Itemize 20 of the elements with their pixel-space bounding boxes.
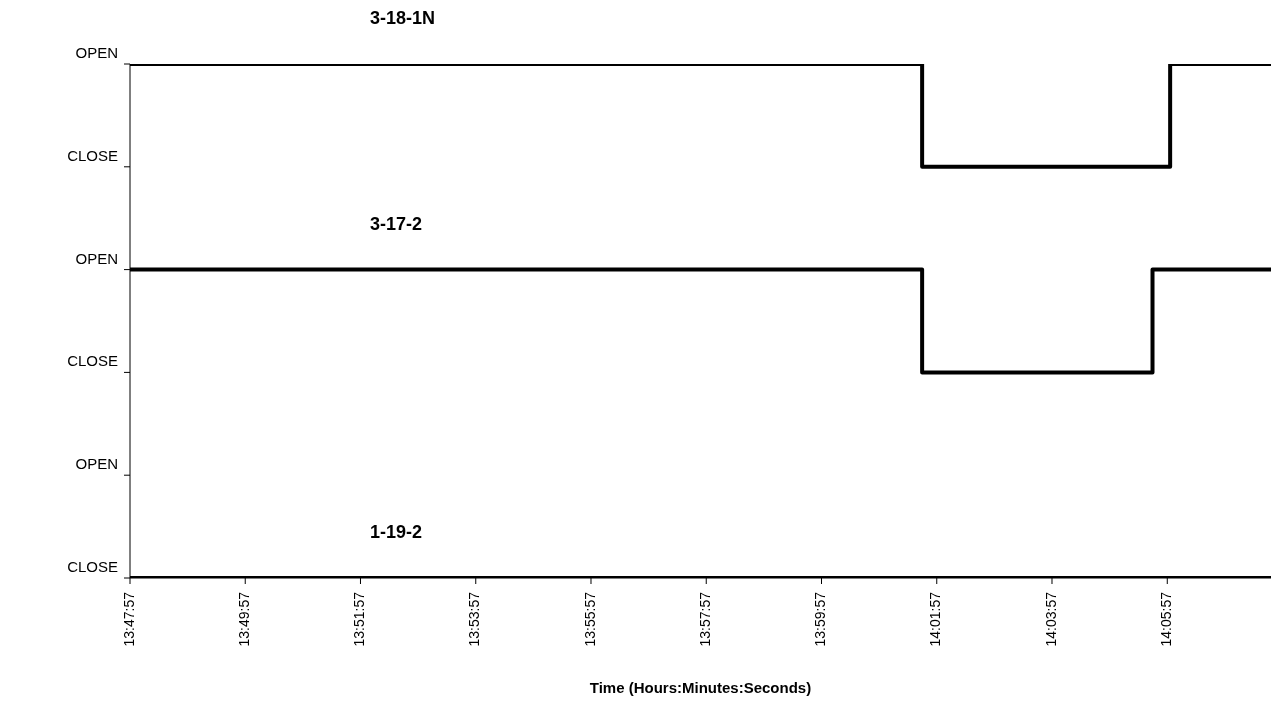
x-tick-label: 13:53:57 <box>466 591 483 647</box>
series-label: 1-19-2 <box>370 522 423 542</box>
text: OPEN <box>75 249 118 267</box>
x-tick-label: 13:59:57 <box>812 591 829 647</box>
text: CLOSE <box>67 146 118 164</box>
text: CLOSE <box>67 352 118 370</box>
x-tick-label: 14:01:57 <box>927 591 944 647</box>
text: 3-17-2 <box>370 213 423 234</box>
text: CLOSE <box>67 557 118 575</box>
x-tick-label: 13:55:57 <box>581 591 598 647</box>
x-tick-label: 13:51:57 <box>351 591 368 647</box>
series-label: 3-18-1N <box>370 8 436 28</box>
x-tick-label: 14:03:57 <box>1042 591 1059 647</box>
text: OPEN <box>75 455 118 473</box>
x-tick-label: 13:49:57 <box>235 591 252 647</box>
x-tick-label: 13:57:57 <box>696 591 713 647</box>
x-tick-label: 13:47:57 <box>120 591 137 647</box>
text: OPEN <box>75 43 118 61</box>
x-axis-title: Time (Hours:Minutes:Seconds) <box>589 679 812 696</box>
x-tick-label: 14:05:57 <box>1157 591 1174 647</box>
